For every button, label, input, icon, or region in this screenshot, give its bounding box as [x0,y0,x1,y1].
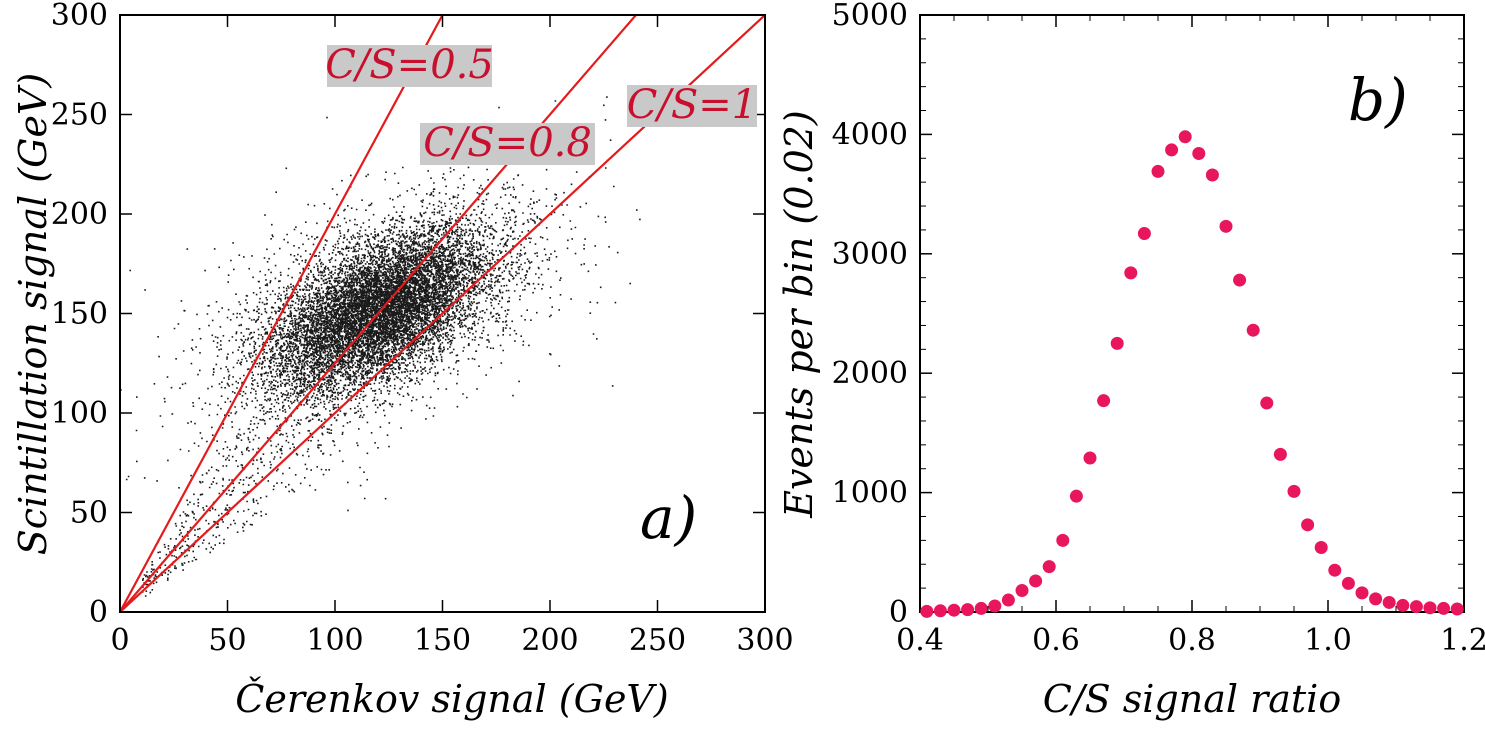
data-point [1097,394,1111,408]
data-point [1137,227,1151,241]
y-tick-label: 0 [89,595,108,630]
y-tick-label: 150 [51,297,108,332]
panel-a-scatter: 0 50 100 150 200 250 300 0 50 100 150 200 250 300 C/S… [11,0,794,721]
data-point [1110,336,1124,350]
data-point [1015,584,1029,598]
line-label-bg [327,45,492,87]
data-point [1369,592,1383,606]
data-point [1341,576,1355,590]
y-tick-label: 3000 [832,237,908,272]
data-point [947,603,961,617]
data-point [1192,147,1206,161]
line-label-bg [420,123,595,165]
data-point [1301,518,1315,532]
line-label: C/S=0.5 [325,42,494,88]
data-point [1042,560,1056,574]
data-point [1205,168,1219,182]
data-point [1233,273,1247,287]
y-tick-label: 2000 [832,356,908,391]
y-tick-label: 4000 [832,117,908,152]
panel-a-y-axis-title: Scintillation signal (GeV) [11,73,55,555]
data-point [920,604,934,618]
y-tick-label: 50 [70,496,108,531]
x-tick-label: 50 [208,623,246,658]
panel-b-ticks: 0.4 0.6 0.8 1.0 1.2 0 1000 2000 3000 4000 5000 [832,0,1485,658]
data-point [1437,601,1451,615]
panel-b-y-axis-title: Events per bin (0.02) [777,110,821,518]
x-tick-label: 300 [736,623,793,658]
x-tick-label: 200 [521,623,578,658]
reference-line [120,15,444,612]
y-tick-label: 5000 [832,0,908,33]
x-tick-label: 100 [306,623,363,658]
x-tick-label: 250 [629,623,686,658]
y-tick-label: 1000 [832,476,908,511]
data-point [1001,593,1015,607]
data-point [1287,484,1301,498]
data-point [1083,451,1097,465]
y-tick-label: 200 [51,197,108,232]
data-point [1029,574,1043,588]
y-tick-label: 0 [889,595,908,630]
data-point [1396,598,1410,612]
line-label-text: C/S=0.8 [423,120,592,166]
data-point [1165,143,1179,157]
line-label: C/S=0.8 [420,120,595,166]
x-tick-label: 1.0 [1304,623,1352,658]
x-tick-label: 0.6 [1032,623,1080,658]
data-point [1423,601,1437,615]
event-points [120,96,730,597]
panel-a-ticks: 0 50 100 150 200 250 300 0 50 100 150 200 250 300 [51,0,794,658]
data-point [1246,323,1260,337]
event-cloud [120,96,730,597]
line-label-bg [627,85,757,127]
line-label-text: C/S=1 [627,82,757,128]
data-point [1124,266,1138,280]
data-point [1056,533,1070,547]
data-point [1178,130,1192,144]
data-point [1219,219,1233,233]
y-tick-label: 250 [51,98,108,133]
line-labels: C/S=0.5 C/S=0.8 C/S=1 [325,42,757,166]
y-tick-label: 300 [51,0,108,33]
x-tick-label: 1.2 [1440,623,1485,658]
panel-b-points [920,130,1464,618]
data-point [1314,541,1328,555]
x-tick-label: 0 [110,623,129,658]
data-point [1260,396,1274,410]
panel-a-label: a) [640,484,697,552]
data-point [1069,489,1083,503]
line-label-text: C/S=0.5 [325,42,494,88]
data-point [1382,595,1396,609]
x-tick-label: 0.8 [1168,623,1216,658]
data-point [933,604,947,618]
x-tick-label: 0.4 [896,623,944,658]
data-point [961,603,975,617]
panel-b-label: b) [1348,66,1408,134]
data-point [988,599,1002,613]
data-point [974,601,988,615]
x-tick-label: 150 [414,623,471,658]
reference-line [120,15,637,612]
data-point [1151,164,1165,178]
data-point [1450,602,1464,616]
data-point [1328,563,1342,577]
data-point [1355,586,1369,600]
panel-a-x-axis-title: Čerenkov signal (GeV) [235,677,668,721]
line-label: C/S=1 [627,82,757,128]
panel-b-x-axis-title: C/S signal ratio [1043,677,1341,721]
y-tick-label: 100 [51,396,108,431]
data-point [1409,600,1423,614]
data-point [1273,447,1287,461]
